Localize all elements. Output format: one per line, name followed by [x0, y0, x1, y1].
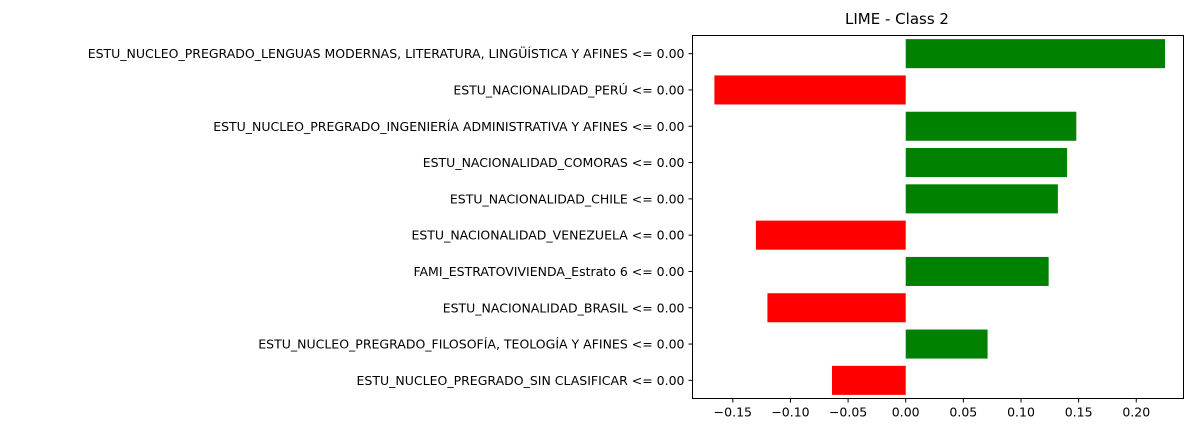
bar [755, 220, 906, 250]
bar [905, 184, 1058, 214]
category-label: ESTU_NACIONALIDAD_BRASIL <= 0.00 [443, 300, 685, 315]
x-tick-label: 0.15 [1065, 405, 1093, 420]
bar [905, 39, 1166, 69]
chart-title: LIME - Class 2 [845, 10, 949, 28]
category-label: ESTU_NACIONALIDAD_CHILE <= 0.00 [450, 191, 685, 206]
bar [905, 329, 988, 359]
x-axis: −0.15 −0.10 −0.05 0.00 0.05 0.10 0.15 0.20 [714, 398, 1150, 420]
bar [767, 293, 906, 323]
bar [714, 75, 906, 105]
category-label: ESTU_NACIONALIDAD_COMORAS <= 0.00 [423, 155, 685, 170]
x-tick-label: −0.05 [829, 405, 867, 420]
x-tick-label: 0.05 [949, 405, 977, 420]
category-label: ESTU_NACIONALIDAD_PERÚ <= 0.00 [453, 82, 684, 97]
x-tick-label: 0.20 [1122, 405, 1150, 420]
x-tick-label: 0.00 [892, 405, 920, 420]
bar [905, 111, 1077, 141]
category-label: ESTU_NACIONALIDAD_VENEZUELA <= 0.00 [411, 228, 684, 243]
x-tick-label: −0.10 [771, 405, 809, 420]
category-label: ESTU_NUCLEO_PREGRADO_INGENIERÍA ADMINIST… [213, 119, 684, 134]
bar [905, 256, 1049, 286]
plot-frame [692, 35, 1184, 399]
x-tick-label: −0.15 [714, 405, 752, 420]
category-label: ESTU_NUCLEO_PREGRADO_SIN CLASIFICAR <= 0… [357, 373, 685, 388]
bars-group [714, 39, 1166, 395]
bar [905, 148, 1068, 178]
category-labels: ESTU_NUCLEO_PREGRADO_LENGUAS MODERNAS, L… [88, 45, 693, 388]
category-label: ESTU_NUCLEO_PREGRADO_LENGUAS MODERNAS, L… [88, 45, 685, 61]
category-label: FAMI_ESTRATOVIVIENDA_Estrato 6 <= 0.00 [413, 264, 684, 279]
category-label: ESTU_NUCLEO_PREGRADO_FILOSOFÍA, TEOLOGÍA… [258, 337, 684, 352]
x-tick-label: 0.10 [1007, 405, 1035, 420]
bar [831, 365, 906, 395]
